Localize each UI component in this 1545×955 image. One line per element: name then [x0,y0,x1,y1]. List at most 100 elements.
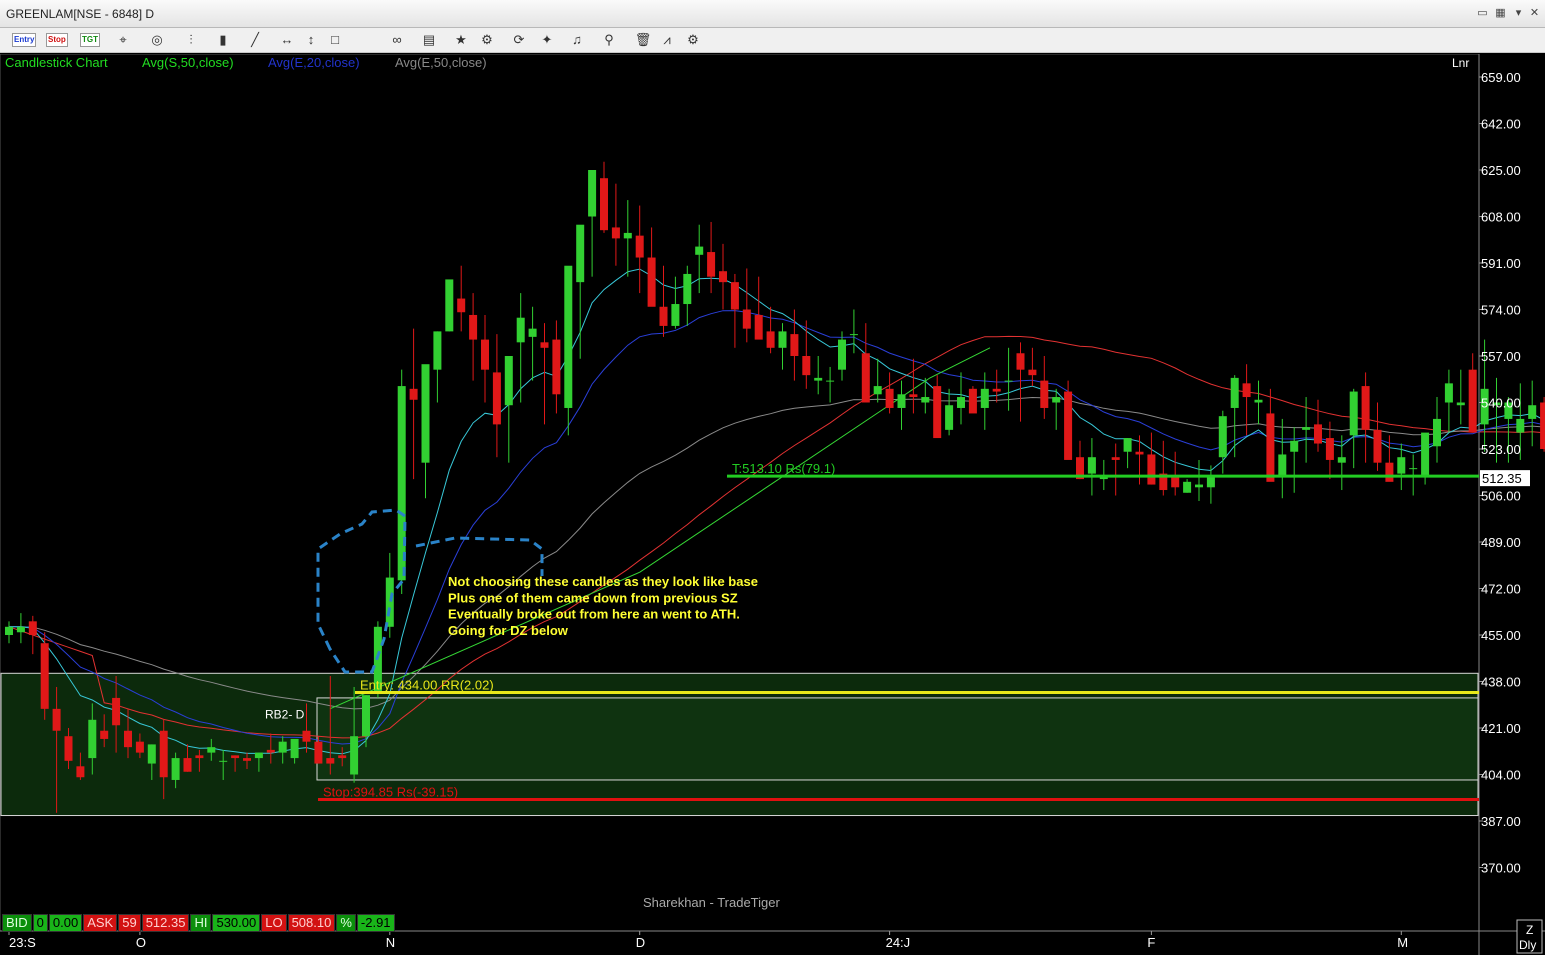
link-icon[interactable]: ∞ [392,32,402,47]
candle-body [1004,380,1013,382]
annotation-line: Not choosing these candles as they look … [448,574,758,589]
pct-label: % [336,914,356,932]
ask-label: ASK [83,914,118,932]
window-menu-icon[interactable]: ▾ [1515,7,1522,19]
line-tool-icon[interactable]: ╱ [251,32,259,47]
candle-body [1504,402,1513,419]
scale-label: Lnr [1452,56,1469,70]
restore-icon[interactable]: ▭ [1477,7,1488,19]
candle-body [968,388,977,414]
candle-body [528,328,537,337]
candle-body [338,755,347,759]
candle-body [659,306,668,326]
target-button[interactable]: TGT [80,33,100,47]
candle-body [1361,386,1370,430]
candle-body [314,741,323,764]
candle-body [1266,413,1275,482]
candle-body [909,394,918,398]
candle-body [159,730,168,778]
zoom-icon[interactable]: ⚲ [604,32,614,47]
candle-body [171,758,180,780]
last-price-label: 512.35 [1482,471,1522,486]
candle-body [112,697,121,726]
candle-body [1409,468,1418,470]
x-tick-label: 24:J [886,935,911,950]
x-tick-label: D [636,935,645,950]
candle-body [207,747,216,753]
candle-body [1040,380,1049,408]
candle-body [945,405,954,430]
candle-body [100,730,109,739]
candle-body [647,257,656,307]
template-icon[interactable]: ▤ [422,32,436,47]
y-tick-label: 472.00 [1481,582,1521,597]
candle-body [1480,388,1489,425]
candle-body [600,178,608,231]
target-icon[interactable]: ◎ [151,32,163,47]
y-tick-label: 421.00 [1481,721,1521,736]
close-icon[interactable]: ✕ [1529,7,1540,19]
delete-icon[interactable]: 🗑 [634,32,652,47]
candle-body [1195,484,1203,488]
candle-body [933,386,942,439]
candle-body [623,232,632,239]
candle-body [1064,391,1073,460]
candle-body [861,353,870,403]
horizontal-line-icon[interactable]: ↔ [280,32,294,47]
candle-body [52,708,61,731]
window-title: GREENLAM[NSE - 6848] D [6,7,155,21]
y-tick-label: 642.00 [1481,117,1521,132]
price-chart[interactable]: RB2- D T:513.10 Rs(79.1) Entry: 434.00 RR(… [0,54,1545,955]
candle-body [1230,377,1239,408]
candle-body [28,621,37,635]
candle-body [742,309,751,329]
candle-body [326,758,335,764]
candle-body [254,752,263,759]
candle-body [1349,391,1358,436]
candle-body [1385,462,1394,482]
candle-body [1433,418,1441,447]
candle-body [195,755,204,759]
candle-body [1135,451,1144,455]
magic-wand-icon[interactable]: ✦ [541,32,553,47]
watermark: Sharekhan - TradeTiger [643,895,780,910]
stop-button[interactable]: Stop [46,33,68,47]
y-tick-label: 404.00 [1481,768,1521,783]
y-tick-label: 540.00 [1481,396,1521,411]
print-icon[interactable]: ▦ [1495,7,1506,19]
candle-body [790,334,799,356]
indicator-icon[interactable]: ⚙ [481,32,493,47]
candle-body [849,334,858,336]
x-tick-label: M [1397,935,1408,950]
rectangle-icon[interactable]: □ [331,32,339,47]
vertical-line-icon[interactable]: ↕ [307,32,315,47]
candle-body [457,298,466,313]
bar-style-icon[interactable]: ⫶ [189,32,193,47]
candle-body [135,741,144,753]
candle-body [885,388,894,408]
candle-body [76,766,85,778]
study-icon[interactable]: ⩘ [663,32,671,47]
alert-bell-icon[interactable]: ♫ [572,32,582,47]
ask-price: 512.35 [141,914,190,932]
entry-button[interactable]: Entry [12,33,37,47]
settings-gear-icon[interactable]: ⚙ [687,32,699,47]
y-tick-label: 625.00 [1481,163,1521,178]
target-line-label: T:513.10 Rs(79.1) [732,461,835,476]
y-tick-label: 438.00 [1481,675,1521,690]
candle-style-icon[interactable]: ▮ [219,32,227,47]
candle-body [873,386,882,395]
candle-body [980,388,989,408]
ask-qty: 59 [118,914,141,932]
y-tick-label: 591.00 [1481,256,1521,271]
favorite-icon[interactable]: ★ [455,32,467,47]
y-tick-label: 370.00 [1481,861,1521,876]
crosshair-icon[interactable]: ⌖ [119,32,127,47]
zone-label: RB2- D [265,707,305,721]
chart-area[interactable]: RB2- D T:513.10 Rs(79.1) Entry: 434.00 RR(… [0,54,1545,955]
refresh-icon[interactable]: ⟳ [513,32,525,47]
candle-body [64,736,73,761]
candle-body [695,246,704,255]
candle-body [1325,438,1334,460]
candle-body [1123,438,1132,452]
